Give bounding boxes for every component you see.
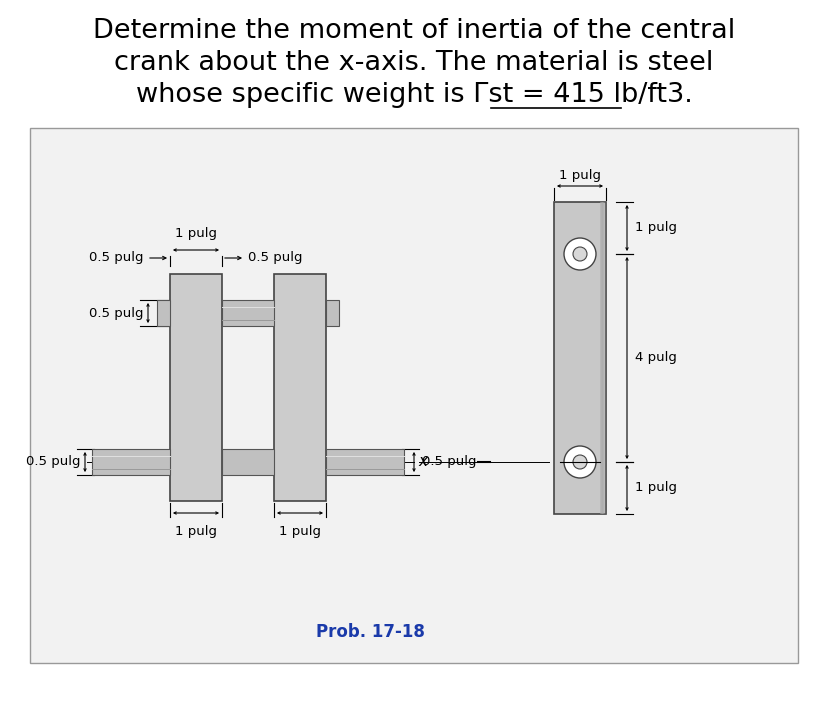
Text: 1 pulg: 1 pulg xyxy=(174,227,217,240)
Bar xyxy=(600,202,602,514)
Text: whose specific weight is Γst = 415 lb/ft3.: whose specific weight is Γst = 415 lb/ft… xyxy=(136,82,691,108)
Bar xyxy=(602,202,605,514)
Circle shape xyxy=(572,455,586,469)
Text: 1 pulg: 1 pulg xyxy=(634,221,676,234)
Text: 0.5 pulg: 0.5 pulg xyxy=(248,252,302,265)
Bar xyxy=(326,449,404,475)
Bar xyxy=(600,202,603,514)
Text: Prob. 17-18: Prob. 17-18 xyxy=(315,623,424,641)
Text: Determine the moment of inertia of the central: Determine the moment of inertia of the c… xyxy=(93,18,734,44)
Text: 1 pulg: 1 pulg xyxy=(634,482,676,495)
Bar xyxy=(222,449,274,475)
Text: 0.5 pulg: 0.5 pulg xyxy=(26,455,81,469)
Text: 1 pulg: 1 pulg xyxy=(279,525,321,538)
Bar xyxy=(274,274,326,501)
Circle shape xyxy=(563,446,595,478)
Text: 1 pulg: 1 pulg xyxy=(174,525,217,538)
Bar xyxy=(157,300,170,326)
Bar xyxy=(92,449,170,475)
Text: 0.5 pulg: 0.5 pulg xyxy=(89,307,144,320)
Bar xyxy=(326,300,338,326)
Text: 1 pulg: 1 pulg xyxy=(558,169,600,182)
Circle shape xyxy=(572,247,586,261)
Text: 4 pulg: 4 pulg xyxy=(634,351,676,364)
Bar xyxy=(30,128,797,663)
Text: 0.5 pulg: 0.5 pulg xyxy=(89,252,144,265)
Bar xyxy=(170,274,222,501)
Circle shape xyxy=(563,238,595,270)
Bar xyxy=(553,202,605,514)
Text: crank about the x-axis. The material is steel: crank about the x-axis. The material is … xyxy=(114,50,713,76)
Text: 0.5 pulg: 0.5 pulg xyxy=(422,455,476,469)
Bar xyxy=(601,202,605,514)
Text: $x$: $x$ xyxy=(418,455,429,469)
Bar xyxy=(222,300,274,326)
